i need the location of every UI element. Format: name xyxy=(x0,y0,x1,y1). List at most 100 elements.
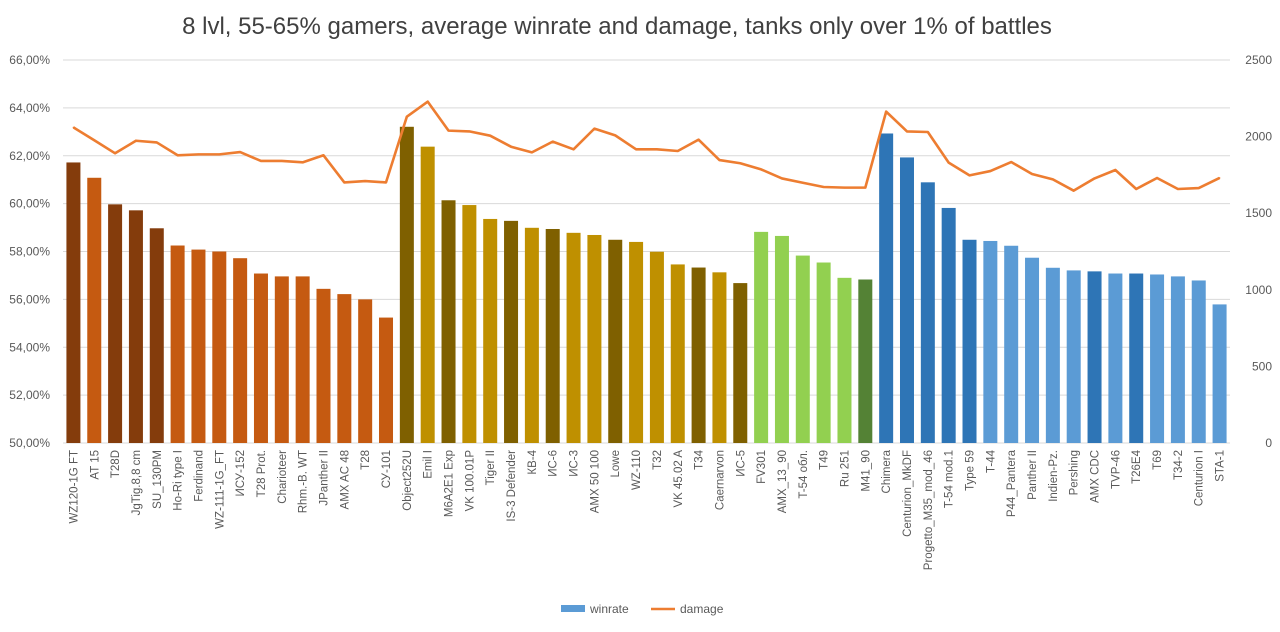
damage-point xyxy=(656,148,658,151)
left-tick-label: 56,00% xyxy=(9,292,50,306)
category-label: КВ-4 xyxy=(527,449,539,474)
damage-point xyxy=(426,100,429,103)
damage-point xyxy=(301,161,304,164)
winrate-bar xyxy=(1066,270,1081,443)
category-label: AMX CDC xyxy=(1090,450,1102,503)
winrate-bar xyxy=(358,299,373,443)
winrate-bar xyxy=(566,232,581,443)
right-tick-label: 2500 xyxy=(1245,53,1272,67)
category-label: Charioteer xyxy=(277,450,289,504)
category-label: ИС-3 xyxy=(569,450,581,477)
category-label: Pershing xyxy=(1069,450,1081,495)
category-label: VK 100.01P xyxy=(464,450,476,512)
damage-point xyxy=(468,130,471,133)
damage-point xyxy=(510,145,512,148)
category-label: Indien-Pz. xyxy=(1048,450,1060,502)
right-tick-label: 0 xyxy=(1265,436,1272,450)
winrate-bar xyxy=(462,205,477,443)
winrate-bar xyxy=(87,177,102,443)
damage-point xyxy=(176,154,179,157)
winrate-bar xyxy=(420,146,435,443)
left-tick-label: 54,00% xyxy=(9,340,50,354)
winrate-bar xyxy=(441,200,456,443)
category-label: Centurion I xyxy=(1194,450,1206,506)
right-tick-label: 1500 xyxy=(1245,206,1272,220)
category-label: Progetto_M35_mod_46 xyxy=(923,450,935,570)
damage-point xyxy=(718,159,721,161)
category-label: T34 xyxy=(694,449,706,469)
winrate-bar xyxy=(920,182,935,443)
winrate-bar xyxy=(879,133,894,443)
category-label: AT 15 xyxy=(89,450,101,480)
winrate-bar xyxy=(108,204,123,443)
winrate-bar xyxy=(1108,273,1123,443)
winrate-bar xyxy=(1045,267,1060,443)
damage-point xyxy=(781,177,783,180)
category-label: T28 xyxy=(360,450,372,470)
damage-point xyxy=(843,186,846,189)
category-label: AMX 50 100 xyxy=(589,450,601,513)
legend: winrate damage xyxy=(561,602,724,616)
winrate-bar xyxy=(1129,273,1144,443)
damage-point xyxy=(343,181,346,184)
left-tick-label: 58,00% xyxy=(9,245,50,259)
category-label: Rhm.-B. WT xyxy=(298,450,310,513)
winrate-bar xyxy=(649,251,664,443)
winrate-bar xyxy=(191,249,206,443)
category-label: Ho-Ri type I xyxy=(173,450,185,511)
winrate-bar xyxy=(837,277,852,443)
category-label: FV301 xyxy=(756,450,768,484)
damage-point xyxy=(572,148,575,151)
damage-point xyxy=(239,151,241,153)
winrate-bar xyxy=(1212,304,1227,443)
damage-point xyxy=(1072,189,1075,192)
damage-point xyxy=(760,168,762,171)
category-label: Object252U xyxy=(402,450,414,511)
category-label: ИС-6 xyxy=(548,450,560,477)
damage-point xyxy=(676,150,679,152)
damage-point xyxy=(135,139,137,142)
category-label: Panther II xyxy=(1027,450,1039,500)
category-label: ИСУ-152 xyxy=(235,450,247,497)
damage-line xyxy=(72,100,1221,192)
damage-point xyxy=(1031,173,1033,175)
category-label: M6A2E1 Exp xyxy=(444,450,456,517)
category-label: T-54 обл. xyxy=(798,450,810,499)
damage-point xyxy=(406,115,408,118)
winrate-bar xyxy=(1150,274,1165,443)
damage-point xyxy=(260,160,262,162)
winrate-bar xyxy=(170,245,185,443)
winrate-bar xyxy=(858,279,873,443)
category-label: AMX AC 48 xyxy=(339,450,351,509)
category-label: T49 xyxy=(819,450,831,470)
damage-point xyxy=(614,134,617,137)
damage-point xyxy=(385,181,387,184)
category-label: Ru 251 xyxy=(839,450,851,487)
damage-point xyxy=(947,161,950,164)
winrate-bar xyxy=(816,262,831,443)
category-label: T28D xyxy=(110,450,122,478)
category-label: T26E4 xyxy=(1131,449,1143,483)
winrate-bar xyxy=(128,210,143,443)
winrate-bar xyxy=(316,288,331,443)
winrate-bar xyxy=(587,234,602,443)
winrate-bar xyxy=(483,218,498,443)
damage-point xyxy=(968,174,971,177)
winrate-bar xyxy=(670,264,685,443)
category-label: AMX_13_90 xyxy=(777,450,789,513)
winrate-bar xyxy=(212,251,227,443)
legend-label-winrate: winrate xyxy=(589,602,629,616)
damage-point xyxy=(801,181,804,184)
winrate-bar xyxy=(712,272,727,443)
winrate-bar xyxy=(337,294,352,443)
right-tick-label: 2000 xyxy=(1245,130,1272,144)
winrate-bar xyxy=(66,162,81,443)
category-label: Centurion_MkDF xyxy=(902,450,914,537)
category-label: T69 xyxy=(1152,450,1164,470)
damage-point xyxy=(1218,177,1221,179)
category-label: Type 59 xyxy=(965,450,977,491)
category-label: JPanther II xyxy=(318,450,330,506)
category-label: WZ-110 xyxy=(631,450,643,490)
damage-point xyxy=(739,162,742,165)
left-tick-label: 52,00% xyxy=(9,388,50,402)
